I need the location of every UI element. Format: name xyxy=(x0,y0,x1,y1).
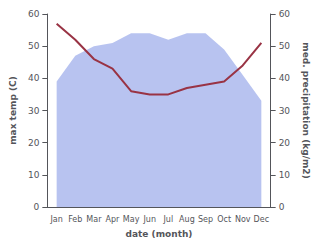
svg-text:Dec: Dec xyxy=(254,215,269,224)
svg-text:60: 60 xyxy=(279,9,291,19)
svg-text:40: 40 xyxy=(279,73,291,83)
svg-text:Apr: Apr xyxy=(106,215,121,224)
svg-text:50: 50 xyxy=(279,41,291,51)
svg-text:10: 10 xyxy=(279,170,291,180)
svg-text:40: 40 xyxy=(28,73,40,83)
svg-text:60: 60 xyxy=(28,9,40,19)
svg-text:30: 30 xyxy=(279,106,291,116)
svg-text:med. precipitation (kg/m2): med. precipitation (kg/m2) xyxy=(301,42,311,178)
svg-text:Oct: Oct xyxy=(217,215,231,224)
svg-text:0: 0 xyxy=(279,202,285,212)
svg-text:Mar: Mar xyxy=(86,215,102,224)
svg-text:Jul: Jul xyxy=(162,215,173,224)
svg-text:10: 10 xyxy=(28,170,40,180)
svg-text:Feb: Feb xyxy=(68,215,82,224)
svg-text:Jan: Jan xyxy=(49,215,62,224)
svg-text:May: May xyxy=(123,215,140,224)
svg-text:date (month): date (month) xyxy=(126,229,193,239)
svg-text:50: 50 xyxy=(28,41,40,51)
svg-text:20: 20 xyxy=(28,138,40,148)
svg-text:20: 20 xyxy=(279,138,291,148)
svg-text:Sep: Sep xyxy=(198,215,213,224)
svg-text:Nov: Nov xyxy=(235,215,251,224)
svg-text:30: 30 xyxy=(28,106,40,116)
svg-text:0: 0 xyxy=(34,202,40,212)
svg-text:Aug: Aug xyxy=(179,215,195,224)
svg-text:max temp (C): max temp (C) xyxy=(8,76,18,145)
svg-text:Jun: Jun xyxy=(142,215,156,224)
